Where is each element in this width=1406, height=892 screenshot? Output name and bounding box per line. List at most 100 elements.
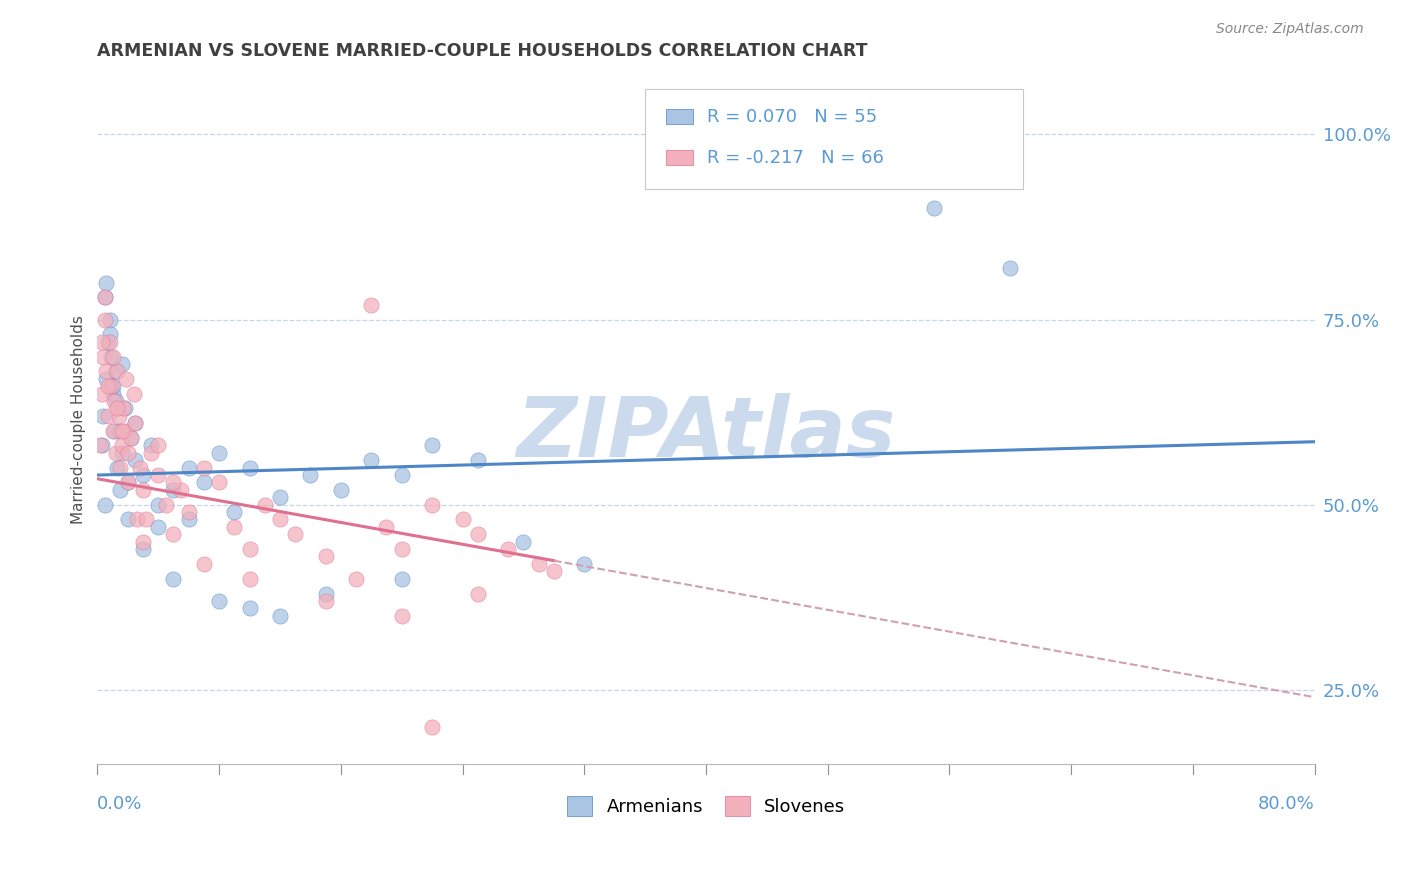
Point <box>132 483 155 497</box>
Point <box>238 460 260 475</box>
Point <box>132 534 155 549</box>
Point <box>108 483 131 497</box>
Point <box>94 290 117 304</box>
Point <box>120 431 142 445</box>
Point <box>224 520 246 534</box>
Point <box>111 438 134 452</box>
Point <box>114 424 136 438</box>
Point <box>132 542 155 557</box>
Point <box>193 475 215 490</box>
FancyBboxPatch shape <box>645 89 1022 189</box>
Text: R = 0.070   N = 55: R = 0.070 N = 55 <box>707 108 877 126</box>
Point <box>107 424 129 438</box>
Point <box>224 505 246 519</box>
Point <box>269 512 291 526</box>
Point <box>90 386 112 401</box>
Text: ZIPAtlas: ZIPAtlas <box>516 392 896 474</box>
Point <box>360 453 382 467</box>
Point <box>129 460 152 475</box>
Point <box>420 438 443 452</box>
Point <box>97 379 120 393</box>
Text: ARMENIAN VS SLOVENE MARRIED-COUPLE HOUSEHOLDS CORRELATION CHART: ARMENIAN VS SLOVENE MARRIED-COUPLE HOUSE… <box>97 42 868 60</box>
Point <box>114 401 136 416</box>
Point <box>155 498 177 512</box>
Point <box>105 364 128 378</box>
FancyBboxPatch shape <box>666 150 693 165</box>
Point <box>170 483 193 497</box>
Point <box>315 549 337 564</box>
Point <box>103 424 125 438</box>
Point <box>98 327 121 342</box>
Point <box>97 409 120 423</box>
Point <box>512 534 534 549</box>
Point <box>177 512 200 526</box>
Point <box>329 483 352 497</box>
Point <box>496 542 519 557</box>
Text: Source: ZipAtlas.com: Source: ZipAtlas.com <box>1216 22 1364 37</box>
Point <box>193 460 215 475</box>
Point <box>315 586 337 600</box>
Point <box>162 475 184 490</box>
Point <box>467 453 489 467</box>
Point <box>98 334 121 349</box>
Point <box>111 446 134 460</box>
Point <box>391 608 413 623</box>
Point <box>139 446 162 460</box>
Point <box>104 394 127 409</box>
Point <box>269 608 291 623</box>
Point <box>117 475 139 490</box>
Point <box>101 386 124 401</box>
Point <box>96 372 118 386</box>
Point <box>94 312 117 326</box>
Point <box>122 386 145 401</box>
Point <box>315 594 337 608</box>
Point <box>101 350 124 364</box>
Point <box>105 401 128 416</box>
Legend: Armenians, Slovenes: Armenians, Slovenes <box>560 789 852 823</box>
Point <box>238 601 260 615</box>
Point <box>543 564 565 578</box>
Y-axis label: Married-couple Households: Married-couple Households <box>72 315 86 524</box>
Point <box>467 586 489 600</box>
Point <box>1000 260 1022 275</box>
Point <box>208 594 231 608</box>
Point <box>103 394 125 409</box>
Point <box>107 409 129 423</box>
Point <box>360 298 382 312</box>
Text: R = -0.217   N = 66: R = -0.217 N = 66 <box>707 149 884 167</box>
Point <box>117 475 139 490</box>
Point <box>391 468 413 483</box>
Point <box>124 453 146 467</box>
Text: 0.0%: 0.0% <box>97 795 143 813</box>
Point <box>100 350 122 364</box>
Point <box>89 438 111 452</box>
Point <box>238 572 260 586</box>
Point <box>132 468 155 483</box>
Point <box>208 446 231 460</box>
Point <box>111 424 134 438</box>
Point <box>104 446 127 460</box>
Point <box>574 557 596 571</box>
Point <box>148 468 170 483</box>
Point <box>162 572 184 586</box>
Point <box>148 520 170 534</box>
Point <box>115 372 138 386</box>
Point <box>108 460 131 475</box>
Point <box>420 720 443 734</box>
Point <box>420 498 443 512</box>
Point <box>97 334 120 349</box>
Point <box>101 379 124 393</box>
Point <box>162 527 184 541</box>
Point <box>111 357 134 371</box>
Point <box>100 379 122 393</box>
Point <box>269 490 291 504</box>
Point <box>391 542 413 557</box>
Point <box>105 460 128 475</box>
Point <box>467 527 489 541</box>
Point <box>96 364 118 378</box>
Point <box>117 446 139 460</box>
Point <box>527 557 550 571</box>
Point <box>375 520 398 534</box>
Point <box>344 572 367 586</box>
Point <box>94 290 117 304</box>
